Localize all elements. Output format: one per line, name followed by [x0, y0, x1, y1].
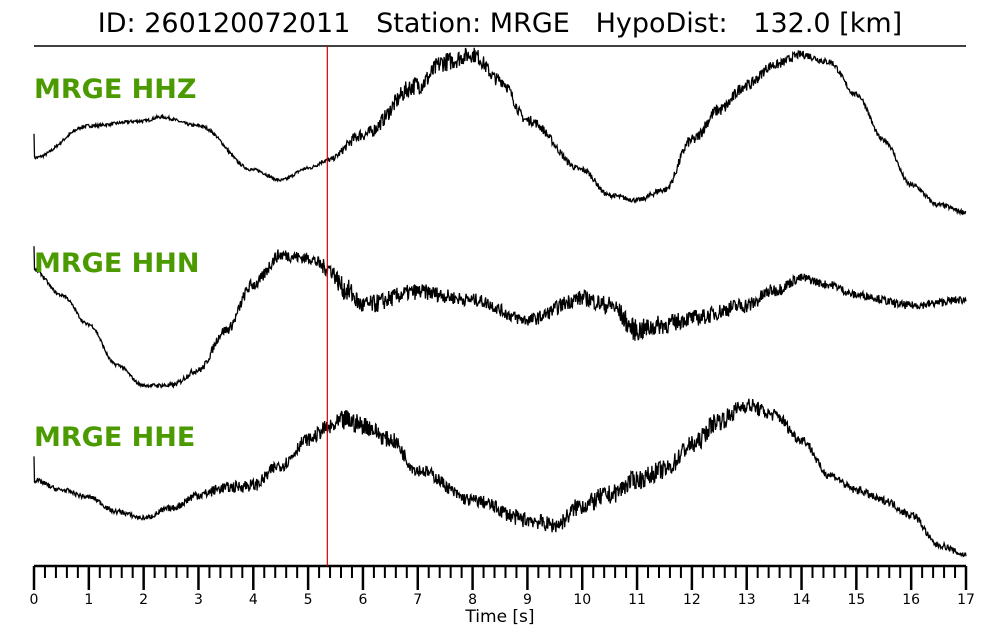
- x-tick-label: 10: [573, 592, 591, 608]
- x-tick-label: 12: [683, 592, 701, 608]
- x-tick-label: 17: [957, 592, 975, 608]
- x-tick-label: 13: [738, 592, 756, 608]
- x-tick-label: 11: [628, 592, 646, 608]
- x-tick-label: 8: [468, 592, 477, 608]
- trace-mrge-hhe: [33, 398, 967, 558]
- x-tick-label: 1: [84, 592, 93, 608]
- x-tick-label: 2: [139, 592, 148, 608]
- trace-label-hhe: MRGE HHE: [34, 422, 196, 453]
- x-tick-label: 15: [847, 592, 865, 608]
- x-tick-label: 5: [304, 592, 313, 608]
- trace-label-hhn: MRGE HHN: [34, 248, 200, 279]
- trace-label-hhz: MRGE HHZ: [34, 74, 197, 105]
- x-tick-label: 6: [358, 592, 367, 608]
- x-tick-label: 0: [30, 592, 39, 608]
- x-tick-label: 7: [413, 592, 422, 608]
- x-tick-label: 9: [523, 592, 532, 608]
- chart-title: ID: 260120072011 Station: MRGE HypoDist:…: [97, 8, 903, 39]
- trace-mrge-hhz: [33, 47, 967, 216]
- x-tick-label: 16: [902, 592, 920, 608]
- x-axis-label: Time [s]: [465, 607, 535, 627]
- x-tick-label: 14: [793, 592, 811, 608]
- x-tick-label: 4: [249, 592, 258, 608]
- trace-mrge-hhn: [33, 246, 967, 389]
- x-tick-label: 3: [194, 592, 203, 608]
